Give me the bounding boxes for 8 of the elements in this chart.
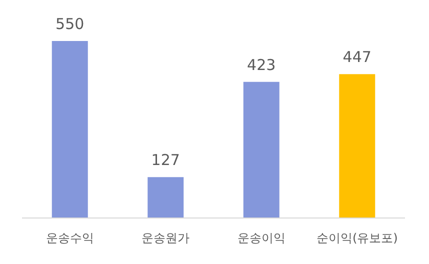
x-tick-label: 운송이익 xyxy=(237,231,286,245)
data-label: 447 xyxy=(342,48,372,66)
data-label: 550 xyxy=(56,15,84,33)
x-tick-label: 운송원가 xyxy=(142,231,190,245)
data-label: 127 xyxy=(151,151,180,170)
data-label: 423 xyxy=(247,56,276,74)
x-tick-label: 순이익(유보포) xyxy=(316,231,398,245)
x-tick-label: 운송수익 xyxy=(46,231,94,245)
